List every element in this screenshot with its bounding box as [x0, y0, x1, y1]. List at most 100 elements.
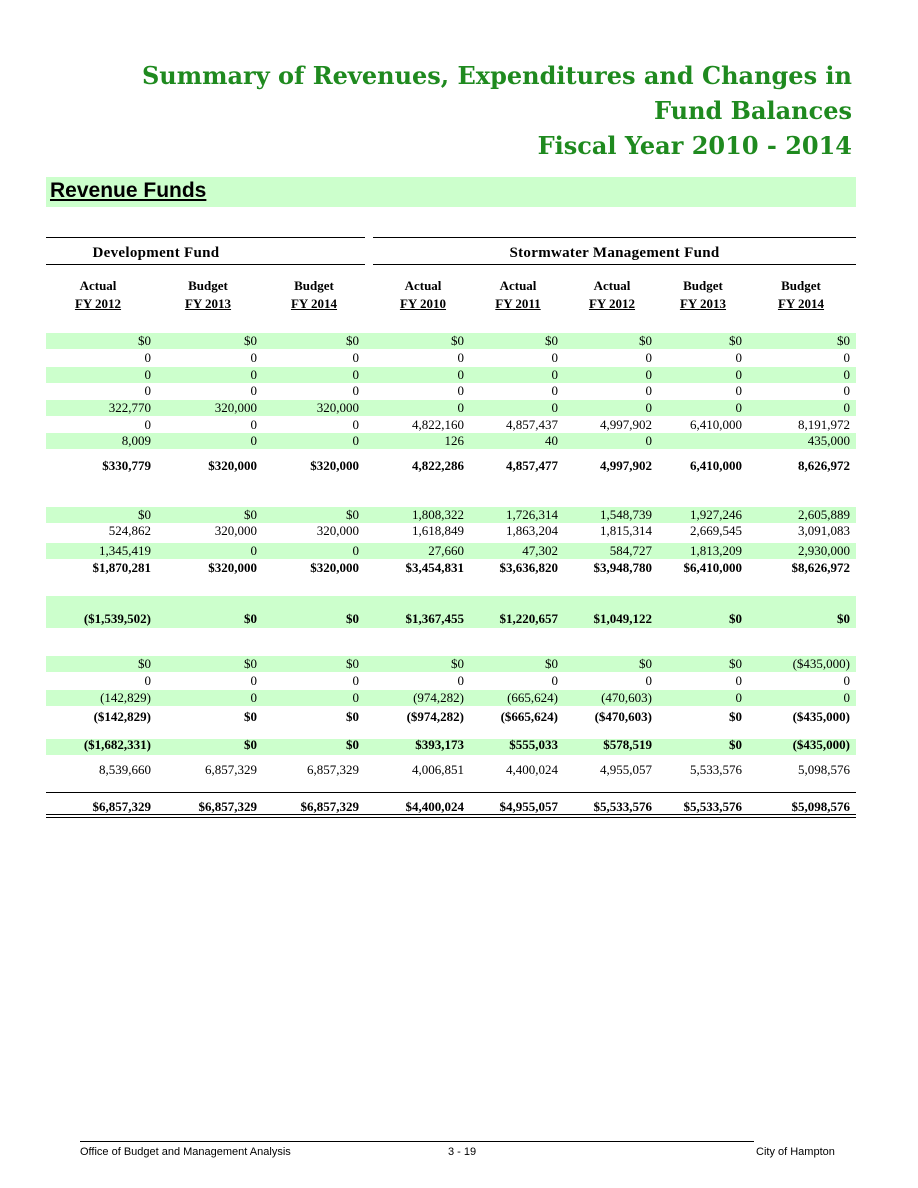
column-year-header: FY 2013: [184, 296, 232, 311]
table-row: 524,862 320,000 320,000 1,618,849 1,863,204 1…: [46, 523, 856, 539]
table-cell: $0: [244, 611, 257, 626]
table-cell: 0: [352, 433, 360, 448]
table-cell: ($1,539,502): [83, 611, 151, 626]
table-cell: $0: [451, 333, 464, 348]
table-cell: 6,410,000: [690, 458, 742, 473]
total-bottom-rule-2: [46, 817, 856, 818]
table-cell: 0: [144, 673, 152, 688]
table-cell: $5,533,576: [683, 799, 743, 814]
column-year-header: FY 2014: [777, 296, 825, 311]
table-cell: $320,000: [310, 458, 359, 473]
table-cell: $320,000: [208, 560, 257, 575]
table-cell: 0: [843, 690, 851, 705]
table-cell: 0: [645, 400, 653, 415]
table-cell: 0: [457, 350, 465, 365]
table-row: $330,779 $320,000 $320,000 4,822,286 4,857,4…: [46, 458, 856, 474]
table-cell: 524,862: [108, 523, 151, 538]
column-type-header: Actual: [404, 278, 442, 293]
table-cell: 1,927,246: [690, 507, 742, 522]
table-cell: 320,000: [214, 523, 257, 538]
table-row: 8,539,660 6,857,329 6,857,329 4,006,851 4,40…: [46, 762, 856, 778]
table-cell: $3,636,820: [499, 560, 559, 575]
table-cell: 0: [457, 400, 465, 415]
table-cell: $4,400,024: [405, 799, 465, 814]
column-type-header: Actual: [499, 278, 537, 293]
table-cell: $5,533,576: [593, 799, 653, 814]
table-row: ($1,682,331) $0 $0 $393,173 $555,033 $578,519…: [46, 737, 856, 753]
table-cell: 6,857,329: [205, 762, 257, 777]
table-cell: (665,624): [507, 690, 558, 705]
table-cell: 1,863,204: [506, 523, 558, 538]
footer-center: 3 - 19: [448, 1146, 477, 1158]
column-type-header: Budget: [683, 278, 723, 293]
table-cell: 0: [250, 690, 258, 705]
table-cell: 4,857,477: [506, 458, 558, 473]
table-row: 0 0 0 0 0 0 0 0: [46, 673, 856, 689]
table-cell: 0: [457, 383, 465, 398]
table-cell: 0: [735, 350, 743, 365]
table-cell: $0: [138, 507, 151, 522]
column-year-header: FY 2012: [588, 296, 636, 311]
table-cell: ($665,624): [500, 709, 558, 724]
table-cell: $1,049,122: [593, 611, 653, 626]
table-cell: 0: [352, 417, 360, 432]
table-cell: ($435,000): [792, 656, 850, 671]
table-cell: $555,033: [509, 737, 558, 752]
table-cell: 320,000: [316, 523, 359, 538]
footer-left: Office of Budget and Management Analysis: [80, 1146, 291, 1158]
table-cell: $0: [729, 333, 742, 348]
table-cell: 0: [645, 433, 653, 448]
table-cell: 0: [551, 673, 559, 688]
table-cell: $0: [729, 656, 742, 671]
table-row: $1,870,281 $320,000 $320,000 $3,454,831 $3,6…: [46, 560, 856, 576]
table-cell: $0: [346, 507, 359, 522]
table-cell: $320,000: [310, 560, 359, 575]
footer-rule: [80, 1141, 754, 1142]
section-header-band: Revenue Funds: [46, 177, 856, 207]
table-cell: ($1,682,331): [83, 737, 151, 752]
table-cell: 0: [144, 350, 152, 365]
table-cell: 0: [735, 690, 743, 705]
table-cell: 0: [250, 673, 258, 688]
table-cell: 0: [457, 673, 465, 688]
table-cell: 126: [444, 433, 465, 448]
table-cell: $0: [244, 507, 257, 522]
table-cell: 0: [551, 350, 559, 365]
table-cell: $0: [451, 656, 464, 671]
table-row: 322,770 320,000 320,000 0 0 0 0 0: [46, 400, 856, 416]
table-cell: $0: [346, 333, 359, 348]
table-cell: $0: [545, 333, 558, 348]
table-cell: 0: [144, 383, 152, 398]
shaded-band: [46, 596, 856, 628]
table-cell: $0: [639, 656, 652, 671]
title-line-3: Fiscal Year 2010 - 2014: [537, 131, 852, 160]
table-cell: 0: [352, 673, 360, 688]
table-cell: $0: [244, 737, 257, 752]
table-row: 8,009 0 0 126 40 0 435,000: [46, 433, 856, 449]
table-cell: 1,345,419: [99, 543, 151, 558]
table-cell: 0: [645, 350, 653, 365]
table-cell: 4,822,160: [412, 417, 464, 432]
table-cell: $0: [244, 333, 257, 348]
table-cell: 0: [735, 367, 743, 382]
table-cell: 47,302: [522, 543, 558, 558]
column-year-header: FY 2014: [290, 296, 338, 311]
table-cell: 0: [457, 367, 465, 382]
table-cell: ($142,829): [93, 709, 151, 724]
table-cell: (974,282): [413, 690, 464, 705]
table-cell: 0: [843, 367, 851, 382]
table-cell: 0: [843, 350, 851, 365]
table-cell: 4,997,902: [600, 417, 652, 432]
total-top-rule: [46, 792, 856, 793]
section-title: Revenue Funds: [50, 179, 207, 202]
table-cell: 0: [735, 673, 743, 688]
column-year-header: FY 2013: [679, 296, 727, 311]
table-cell: 0: [250, 367, 258, 382]
table-cell: 4,400,024: [506, 762, 558, 777]
table-cell: $330,779: [102, 458, 151, 473]
column-year-header: FY 2012: [74, 296, 122, 311]
table-cell: $6,857,329: [198, 799, 258, 814]
table-cell: 4,955,057: [600, 762, 652, 777]
table-cell: $0: [545, 656, 558, 671]
table-cell: 0: [352, 690, 360, 705]
